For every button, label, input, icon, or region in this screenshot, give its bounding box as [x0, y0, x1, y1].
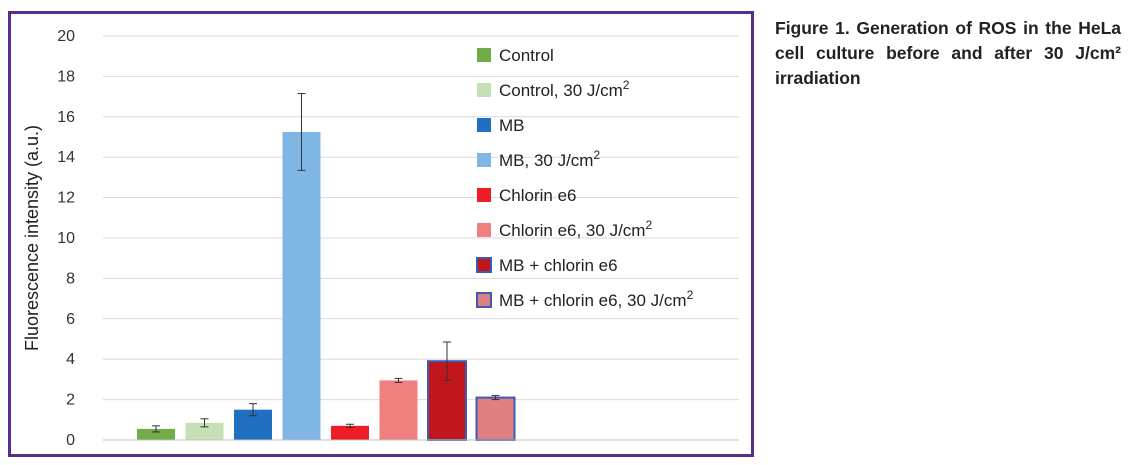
y-tick-label: 14: [57, 149, 75, 166]
y-tick-label: 4: [66, 351, 75, 368]
bar: [185, 422, 224, 440]
legend-label: MB: [499, 116, 525, 135]
y-tick-label: 0: [66, 432, 75, 449]
bar: [331, 425, 369, 440]
y-tick-label: 10: [57, 230, 75, 247]
legend-marker: [477, 188, 491, 202]
y-tick-label: 20: [57, 28, 75, 45]
y-tick-label: 2: [66, 392, 75, 409]
legend-label: Chlorin e6, 30 J/cm2: [499, 218, 652, 240]
legend-label: Control: [499, 46, 554, 65]
y-tick-label: 12: [57, 190, 75, 207]
y-tick-label: 6: [66, 311, 75, 328]
legend-label: MB + chlorin e6, 30 J/cm2: [499, 288, 694, 310]
legend-marker: [476, 257, 492, 273]
legend-marker: [477, 153, 491, 167]
legend-marker: [477, 118, 491, 132]
bar-chart: 0 2 4 6 8 10 12 14 16 18 20 Fluorescence intensity …: [22, 28, 739, 449]
legend-label: MB + chlorin e6: [499, 256, 618, 275]
bar: [379, 380, 418, 440]
y-tick-label: 18: [57, 68, 75, 85]
y-tick-label: 8: [66, 270, 75, 287]
figure-frame: 0 2 4 6 8 10 12 14 16 18 20 Fluorescence intensity …: [8, 11, 754, 457]
legend-marker: [477, 48, 491, 62]
bar: [137, 428, 175, 440]
legend-marker: [477, 223, 491, 237]
legend-marker: [476, 292, 492, 308]
legend-marker: [477, 83, 491, 97]
bar: [475, 396, 516, 441]
bar: [282, 131, 321, 440]
y-axis-title: Fluorescence intensity (a.u.): [22, 125, 42, 351]
y-tick-label: 16: [57, 109, 75, 126]
legend-label: Chlorin e6: [499, 186, 577, 205]
legend-label: MB, 30 J/cm2: [499, 148, 600, 170]
legend-label: Control, 30 J/cm2: [499, 78, 630, 100]
figure-caption: Figure 1. Generation of ROS in the HeLa …: [775, 18, 1121, 88]
